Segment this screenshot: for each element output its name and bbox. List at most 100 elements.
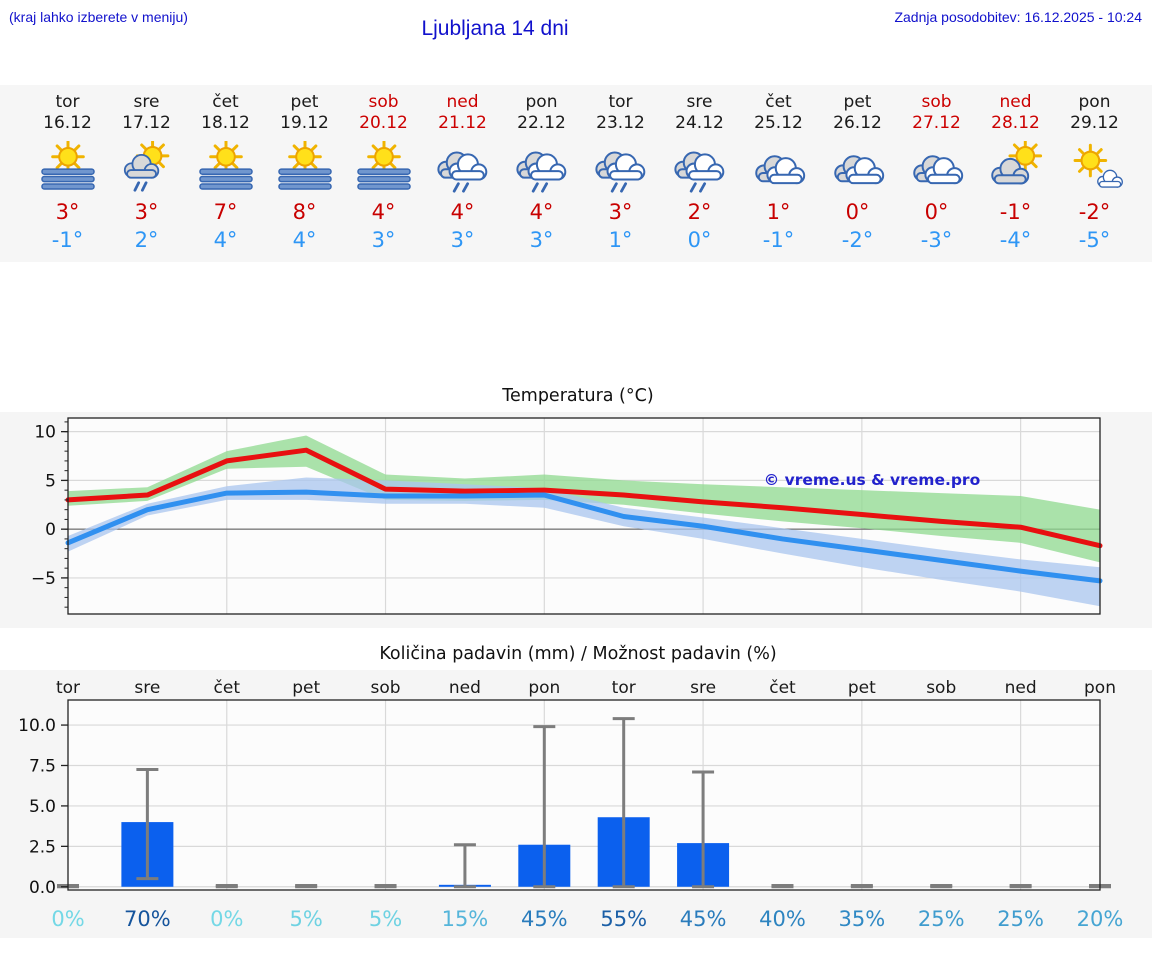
weather-icon bbox=[660, 141, 739, 193]
weather-icon-graphic bbox=[354, 141, 414, 193]
plot-background bbox=[68, 700, 1100, 890]
day-name: pet bbox=[290, 92, 319, 112]
day-date: 18.12 bbox=[201, 113, 250, 133]
precip-probability-label: 35% bbox=[839, 907, 886, 931]
day-name: pon bbox=[525, 92, 558, 112]
day-name: ned bbox=[446, 92, 479, 112]
high-temp: 3° bbox=[134, 200, 159, 224]
low-temp: -1° bbox=[762, 228, 795, 252]
low-temp: 4° bbox=[213, 228, 238, 252]
y-tick-label: 0.0 bbox=[29, 878, 56, 898]
forecast-day: tor 16.12 3° -1° bbox=[28, 85, 107, 253]
high-temp: -1° bbox=[999, 200, 1032, 224]
weather-icon bbox=[186, 141, 265, 193]
day-date: 20.12 bbox=[359, 113, 408, 133]
forecast-day: čet 18.12 7° 4° bbox=[186, 85, 265, 253]
weather-icon bbox=[502, 141, 581, 193]
weather-icon bbox=[265, 141, 344, 193]
precip-probability-label: 45% bbox=[521, 907, 568, 931]
high-temp: 7° bbox=[213, 200, 238, 224]
day-name: ned bbox=[999, 92, 1032, 112]
weather-icon bbox=[107, 141, 186, 193]
y-tick-label: 10.0 bbox=[18, 716, 56, 736]
weather-icon-graphic bbox=[670, 141, 730, 193]
low-temp: 3° bbox=[529, 228, 554, 252]
high-temp: 4° bbox=[529, 200, 554, 224]
day-label: pet bbox=[292, 678, 320, 698]
low-temp: 0° bbox=[687, 228, 712, 252]
precip-probability-label: 0% bbox=[210, 907, 243, 931]
y-tick-label: 10 bbox=[34, 423, 56, 443]
day-date: 27.12 bbox=[912, 113, 961, 133]
y-tick-label: 0 bbox=[45, 520, 56, 540]
forecast-day: pon 29.12 -2° -5° bbox=[1055, 85, 1134, 253]
forecast-day: čet 25.12 1° -1° bbox=[739, 85, 818, 253]
day-label: sre bbox=[134, 678, 160, 698]
day-date: 17.12 bbox=[122, 113, 171, 133]
high-temp: -2° bbox=[1078, 200, 1111, 224]
weather-icon bbox=[344, 141, 423, 193]
forecast-day: pet 19.12 8° 4° bbox=[265, 85, 344, 253]
high-temp: 4° bbox=[450, 200, 475, 224]
low-temp: -3° bbox=[920, 228, 953, 252]
low-temp: 3° bbox=[450, 228, 475, 252]
low-temp: 1° bbox=[608, 228, 633, 252]
precip-probability-label: 20% bbox=[1077, 907, 1124, 931]
day-label: sob bbox=[371, 678, 401, 698]
weather-icon-graphic bbox=[196, 141, 256, 193]
day-date: 23.12 bbox=[596, 113, 645, 133]
precip-probability-label: 40% bbox=[759, 907, 806, 931]
day-name: čet bbox=[765, 92, 792, 112]
day-label: čet bbox=[769, 678, 796, 698]
day-date: 19.12 bbox=[280, 113, 329, 133]
day-name: sre bbox=[133, 92, 160, 112]
high-temp: 4° bbox=[371, 200, 396, 224]
forecast-day: sre 17.12 3° 2° bbox=[107, 85, 186, 253]
weather-icon-graphic bbox=[433, 141, 493, 193]
y-tick-label: 5 bbox=[45, 471, 56, 491]
weather-icon-graphic bbox=[117, 141, 177, 193]
weather-icon bbox=[976, 141, 1055, 193]
precip-probability-label: 70% bbox=[124, 907, 171, 931]
temperature-chart-title: Temperatura (°C) bbox=[502, 386, 654, 406]
day-name: sob bbox=[921, 92, 952, 112]
day-date: 16.12 bbox=[43, 113, 92, 133]
temp-line bbox=[65, 489, 1103, 584]
day-name: pet bbox=[843, 92, 872, 112]
day-name: pon bbox=[1078, 92, 1111, 112]
day-date: 25.12 bbox=[754, 113, 803, 133]
low-temp: 4° bbox=[292, 228, 317, 252]
forecast-day: tor 23.12 3° 1° bbox=[581, 85, 660, 253]
day-label: ned bbox=[449, 678, 481, 698]
weather-icon bbox=[897, 141, 976, 193]
day-label: pon bbox=[1084, 678, 1116, 698]
weather-icon-graphic bbox=[591, 141, 651, 193]
weather-icon-graphic bbox=[749, 141, 809, 193]
day-date: 29.12 bbox=[1070, 113, 1119, 133]
day-name: sob bbox=[368, 92, 399, 112]
forecast-day: pet 26.12 0° -2° bbox=[818, 85, 897, 253]
forecast-day: sob 20.12 4° 3° bbox=[344, 85, 423, 253]
plot-frame bbox=[67, 417, 1101, 615]
low-temp: -1° bbox=[51, 228, 84, 252]
weather-icon-graphic bbox=[828, 141, 888, 193]
y-tick-label: 7.5 bbox=[29, 756, 56, 776]
y-tick-label: −5 bbox=[31, 569, 56, 589]
precipitation-chart-title: Količina padavin (mm) / Možnost padavin … bbox=[379, 644, 777, 664]
y-tick-label: 5.0 bbox=[29, 797, 56, 817]
high-temp: 2° bbox=[687, 200, 712, 224]
weather-icon bbox=[739, 141, 818, 193]
day-label: sob bbox=[926, 678, 956, 698]
day-date: 28.12 bbox=[991, 113, 1040, 133]
forecast-day: sre 24.12 2° 0° bbox=[660, 85, 739, 253]
day-label: ned bbox=[1005, 678, 1037, 698]
day-name: čet bbox=[212, 92, 239, 112]
weather-icon-graphic bbox=[907, 141, 967, 193]
day-date: 26.12 bbox=[833, 113, 882, 133]
weather-icon-graphic bbox=[1065, 141, 1125, 193]
watermark: © vreme.us & vreme.pro bbox=[764, 471, 980, 489]
precip-probability-label: 45% bbox=[680, 907, 727, 931]
location-menu-hint-link[interactable]: (kraj lahko izberete v meniju) bbox=[9, 9, 188, 25]
precip-probability-label: 0% bbox=[51, 907, 84, 931]
day-label: tor bbox=[612, 678, 636, 698]
